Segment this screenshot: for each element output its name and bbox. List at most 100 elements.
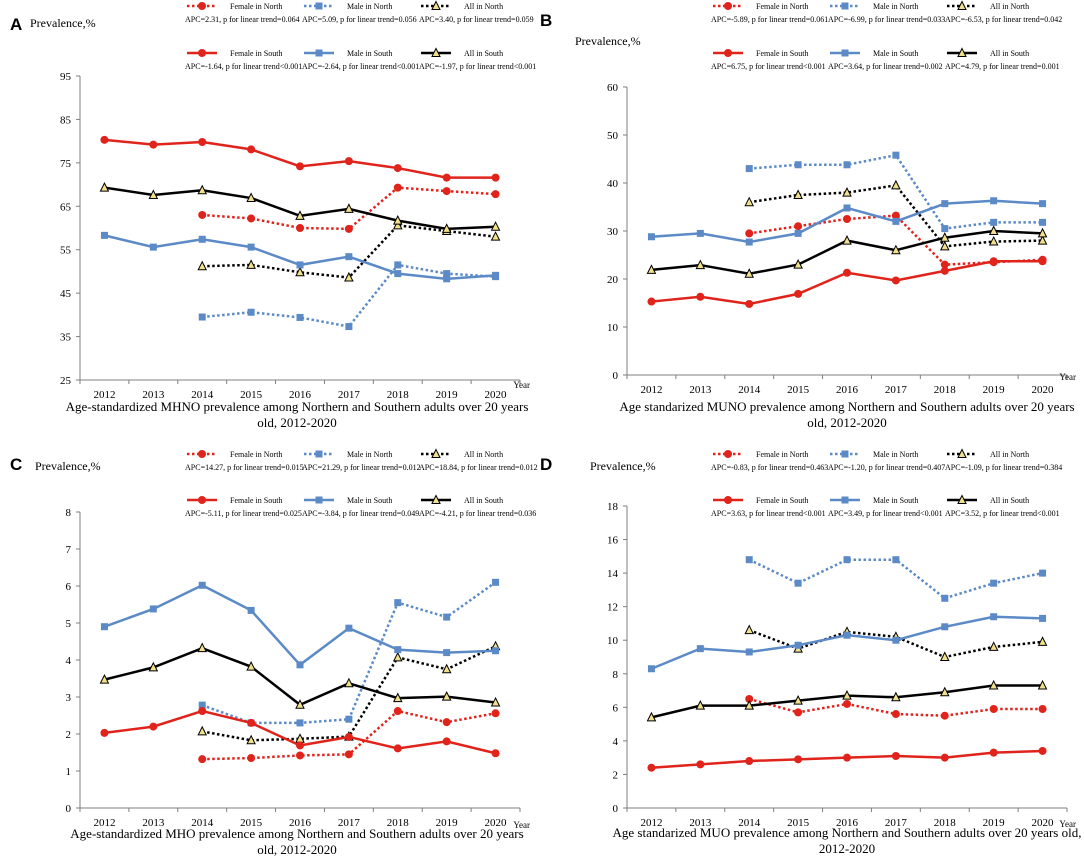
x-tick-label: 2015 [787,384,810,396]
data-point [247,606,255,614]
series-line [202,224,496,279]
data-point [393,164,402,173]
y-tick-label: 8 [613,669,619,681]
apc-annotation: APC=-0.83, p for linear trend=0.463 [711,463,828,472]
apc-annotation: APC=-4.21, p for linear trend=0.036 [419,509,536,518]
data-point [247,145,256,154]
x-axis-label: Year [1059,819,1076,829]
y-tick-label: 4 [613,736,619,748]
chart-caption: old, 2012-2020 [807,415,886,430]
data-point [1037,679,1048,690]
data-point [745,757,754,766]
data-point [443,613,451,621]
x-tick-label: 2014 [738,817,761,829]
legend-marker [957,47,967,57]
legend-marker [315,2,323,10]
data-point [990,579,998,587]
x-tick-label: 2015 [240,817,263,829]
data-point [696,229,704,237]
data-point [296,313,304,321]
legend-marker [724,450,732,458]
y-axis-label: Prevalence,% [35,459,101,473]
data-point [441,691,452,701]
data-point [392,214,403,225]
legend-entry: Female in North APC=2.31, p for linear tr… [185,2,300,24]
data-point [345,624,353,632]
data-point [988,235,999,246]
data-point [646,264,657,274]
y-tick-label: 0 [613,370,619,382]
legend-entry: Female in North APC=14.27, p for linear t… [185,450,304,472]
data-point [393,744,402,753]
series-line [104,138,496,179]
data-point [490,231,501,241]
legend-marker [841,49,849,57]
data-point [441,223,452,233]
data-point [1037,234,1048,245]
x-tick-label: 2020 [485,817,508,829]
data-point [794,161,802,169]
apc-annotation: APC=2.31, p for linear trend=0.064 [185,15,300,24]
data-point [744,700,755,710]
apc-annotation: APC=21.29, p for linear trend=0.012 [302,463,421,472]
y-tick-label: 7 [66,544,72,556]
y-tick-label: 6 [613,702,619,714]
y-tick-label: 4 [66,655,72,667]
x-tick-label: 2019 [983,384,1006,396]
legend-marker [315,49,323,57]
data-point [647,763,656,772]
x-tick-label: 2019 [983,817,1006,829]
y-tick-label: 18 [607,501,619,513]
data-point [198,701,206,709]
y-tick-label: 35 [60,332,72,344]
panel-letter: C [10,455,22,474]
apc-annotation: APC=-1.09, p for linear trend=0.384 [945,463,1062,472]
series-line [748,558,1043,600]
series-male-in-south [647,197,1047,246]
legend-label: All in South [464,49,503,58]
data-point [793,258,803,269]
legend-entry: Male in South APC=3.64, p for linear tren… [828,49,943,71]
data-point [696,760,705,769]
data-point [696,645,704,653]
data-point [344,677,354,688]
chart-caption: Age standarized MUO prevalence among Nor… [613,825,1082,840]
legend-entry: Male in North APC=5.09, p for linear tren… [302,2,417,24]
data-point [149,243,157,251]
data-point [989,257,998,266]
data-point [1039,569,1047,577]
legend-entry: Female in South APC=-5.11, p for linear t… [185,496,302,518]
data-point [394,270,402,278]
data-point [198,313,206,321]
data-point [492,647,500,655]
data-point [794,229,802,237]
data-point [198,581,206,589]
series-male-in-south [100,581,500,669]
data-point [490,221,501,231]
x-tick-label: 2017 [338,817,361,829]
data-point [247,718,256,727]
legend-entry: Male in South APC=3.49, p for linear tren… [828,496,943,518]
data-point [344,224,353,233]
y-tick-label: 5 [66,618,72,630]
data-point [891,244,901,255]
data-point [247,754,256,763]
data-point [198,755,207,764]
series-male-in-north [198,261,500,331]
data-point [442,173,451,182]
series-line [650,615,1043,670]
series-all-in-south [99,181,501,233]
data-point [295,210,305,220]
legend-marker [957,448,967,458]
y-tick-label: 2 [613,769,619,781]
data-point [491,709,500,718]
x-axis-label: Year [513,820,530,830]
series-all-in-south [646,679,1048,722]
x-tick-label: 2012 [93,389,115,401]
series-all-in-south [646,225,1048,278]
y-tick-label: 95 [60,71,72,83]
apc-annotation: APC=3.49, p for linear trend<0.001 [828,509,943,518]
legend-marker [315,450,323,458]
data-point [939,232,950,242]
